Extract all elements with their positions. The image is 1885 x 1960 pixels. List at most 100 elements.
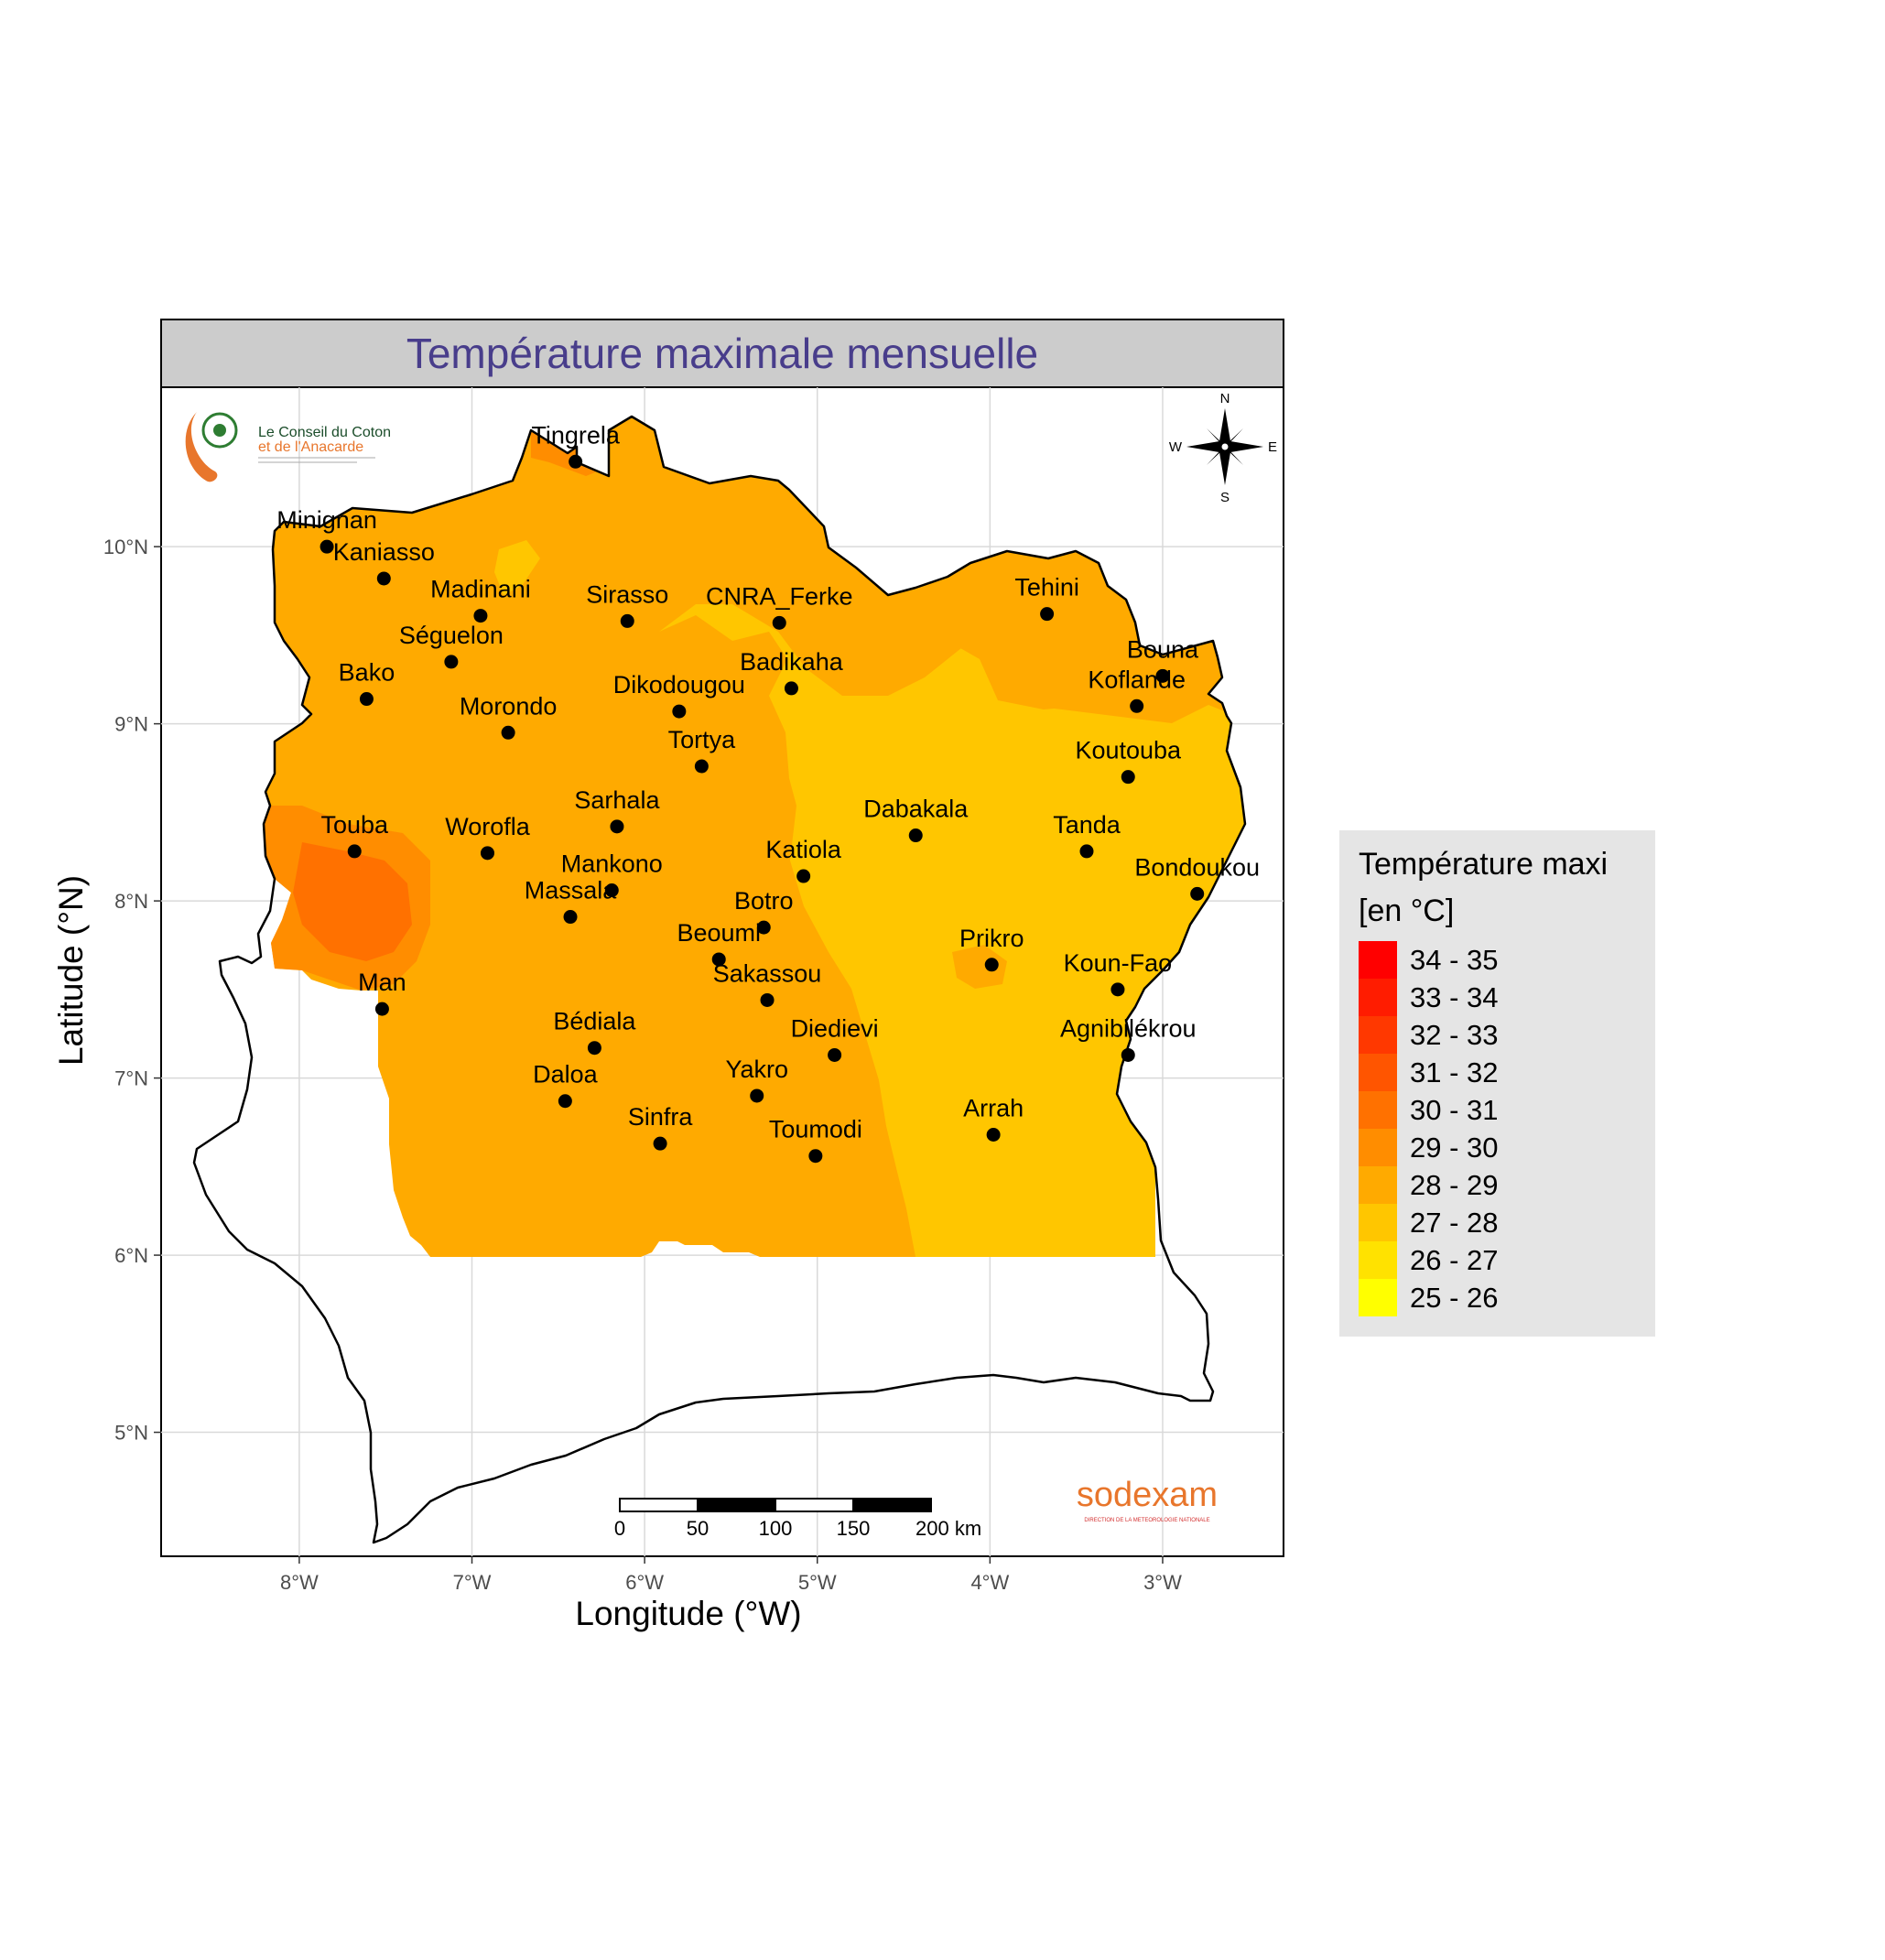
legend-label: 29 - 30 [1410, 1132, 1499, 1164]
station-marker [986, 1128, 1001, 1142]
legend-swatch [1359, 1016, 1397, 1054]
station-marker [694, 759, 709, 774]
station-marker [480, 846, 494, 861]
station-marker [320, 539, 334, 554]
zone-28-29-tehini [915, 554, 1140, 709]
station-label: Koun-Fao [1064, 949, 1173, 977]
station-label: Dabakala [863, 796, 969, 823]
zone-30-31-west [293, 842, 412, 961]
station-label: Bondoukou [1134, 853, 1260, 881]
station-label: Morondo [460, 692, 558, 720]
station-marker [1110, 982, 1125, 997]
station-marker [359, 692, 374, 707]
scale-label-0: 0 [614, 1517, 625, 1540]
station-label: Tanda [1053, 811, 1121, 839]
station-label: Koutouba [1075, 737, 1182, 764]
legend-swatch [1359, 1204, 1397, 1241]
y-tick-label: 5°N [114, 1422, 148, 1445]
y-axis-ticks: 10°N 9°N 8°N 7°N 6°N 5°N [103, 536, 161, 1445]
station-marker [1190, 886, 1205, 901]
compass-n: N [1220, 391, 1230, 406]
station-marker [620, 613, 634, 628]
scale-label-200: 200 km [915, 1517, 981, 1540]
station-label: Arrah [963, 1095, 1024, 1122]
legend-label: 26 - 27 [1410, 1244, 1499, 1276]
legend-label: 30 - 31 [1410, 1094, 1499, 1126]
north-arrow-icon: N S E W [1169, 391, 1277, 505]
compass-e: E [1268, 439, 1277, 455]
station-marker [984, 958, 999, 972]
station-marker [1121, 770, 1135, 785]
legend-swatch [1359, 941, 1397, 979]
station-label: Touba [320, 811, 389, 839]
legend-swatch [1359, 1091, 1397, 1129]
station-label: Daloa [533, 1061, 599, 1088]
station-marker [808, 1149, 823, 1164]
sodexam-subtitle: DIRECTION DE LA METEOROLOGIE NATIONALE [1084, 1518, 1209, 1523]
station-marker [501, 725, 515, 740]
temperature-raster [264, 417, 1245, 1257]
station-label: Massala [525, 877, 618, 904]
station-label: Botro [734, 887, 794, 915]
station-marker [653, 1136, 667, 1151]
station-marker [756, 920, 771, 935]
station-label: Bédiala [553, 1008, 636, 1035]
station-marker [1079, 844, 1094, 859]
station-label: Dikodougou [613, 671, 745, 698]
station-marker [473, 609, 488, 623]
y-axis-title: Latitude (°N) [52, 875, 90, 1066]
station-marker [563, 910, 578, 925]
station-layer: Tingrela Minignan Kaniasso Madinani Sirasso C… [276, 421, 1260, 1164]
station-marker [711, 952, 726, 967]
y-tick-label: 7°N [114, 1067, 148, 1090]
legend-swatch [1359, 1166, 1397, 1204]
zone-28-29-prikro [952, 945, 1007, 989]
station-marker [610, 819, 624, 834]
legend-swatch [1359, 1279, 1397, 1316]
station-label: Séguelon [399, 622, 504, 649]
x-axis-title: Longitude (°W) [575, 1595, 801, 1632]
station-label: Madinani [430, 576, 531, 603]
station-marker [604, 883, 619, 897]
y-tick-label: 9°N [114, 713, 148, 736]
y-tick-label: 10°N [103, 536, 148, 558]
station-marker [1040, 607, 1055, 622]
station-label: Prikro [959, 925, 1024, 952]
station-marker [569, 454, 583, 469]
station-label: CNRA_Ferke [706, 582, 853, 610]
legend-swatch [1359, 979, 1397, 1016]
station-marker [828, 1047, 842, 1062]
station-marker [558, 1094, 572, 1109]
station-label: Man [358, 969, 406, 996]
legend-swatch [1359, 1054, 1397, 1091]
station-label: Tortya [668, 726, 737, 753]
station-marker [347, 844, 362, 859]
station-label: Beoumi [677, 919, 761, 947]
zone-27-28-central-east [659, 604, 1245, 1257]
station-label: Tehini [1014, 574, 1079, 601]
sodexam-logo: sodexam DIRECTION DE LA METEOROLOGIE NAT… [1077, 1476, 1218, 1523]
station-marker [374, 1002, 389, 1016]
station-marker [1121, 1047, 1135, 1062]
station-label: Kaniasso [333, 538, 435, 566]
legend-label: 31 - 32 [1410, 1056, 1499, 1088]
legend-swatch [1359, 1241, 1397, 1279]
station-label: Katiola [765, 836, 842, 863]
station-marker [908, 828, 923, 843]
x-axis-ticks: 8°W 7°W 6°W 5°W 4°W 3°W [280, 1556, 1182, 1594]
station-label: Sakassou [713, 959, 822, 987]
station-label: Badikaha [740, 648, 844, 676]
scale-label-150: 150 [837, 1517, 871, 1540]
x-tick-label: 7°W [453, 1571, 492, 1594]
x-tick-label: 3°W [1143, 1571, 1182, 1594]
conseil-logo-line1: Le Conseil du Coton [258, 425, 391, 440]
x-tick-label: 8°W [280, 1571, 319, 1594]
country-outline [192, 415, 1247, 1544]
station-marker [796, 869, 811, 883]
station-marker [772, 615, 786, 630]
station-marker [672, 704, 687, 719]
station-label: Sarhala [574, 786, 660, 814]
station-marker [376, 571, 391, 586]
